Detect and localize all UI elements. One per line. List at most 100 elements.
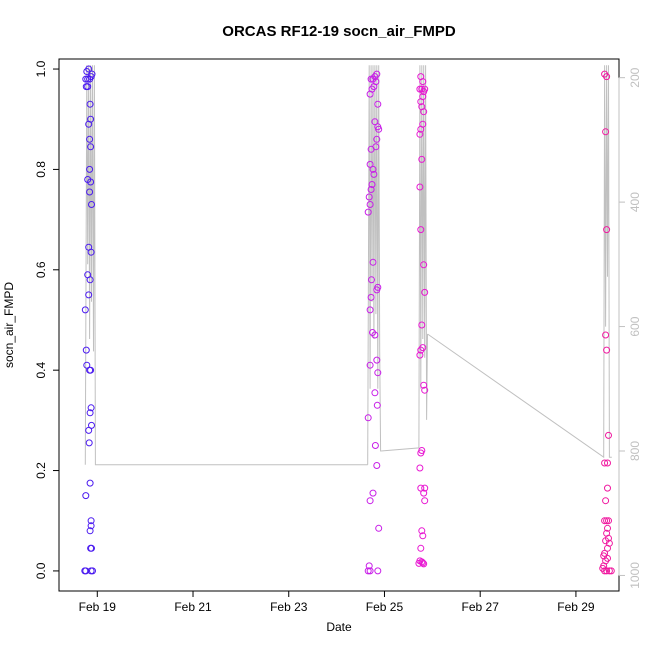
data-point-s1-10 xyxy=(373,401,381,409)
data-point-s0-44 xyxy=(85,65,93,73)
data-point-s1-2 xyxy=(374,567,382,575)
x-tick-label-2: Feb 23 xyxy=(270,600,308,614)
data-point-s2-10 xyxy=(417,484,425,492)
data-point-s0-14 xyxy=(86,409,94,417)
data-point-s3-27 xyxy=(602,128,610,136)
data-point-s3-15 xyxy=(604,524,611,532)
data-point-s0-27 xyxy=(86,188,94,196)
data-point-s2-17 xyxy=(416,351,424,359)
data-point-s1-23 xyxy=(364,208,372,216)
data-point-s2-3 xyxy=(419,559,427,567)
data-point-s2-35 xyxy=(418,85,426,93)
data-point-s3-22 xyxy=(604,459,611,467)
data-point-s2-26 xyxy=(416,130,424,138)
data-point-s1-35 xyxy=(374,123,382,131)
data-point-s3-3 xyxy=(605,567,613,575)
data-point-s2-8 xyxy=(421,497,429,505)
x-axis-label: Date xyxy=(326,620,352,634)
data-point-s1-16 xyxy=(371,331,379,339)
y-tick-label-4: 0.8 xyxy=(34,161,48,178)
data-point-s0-19 xyxy=(82,346,90,354)
data-point-s0-37 xyxy=(84,83,92,91)
data-point-s0-21 xyxy=(85,291,93,299)
data-point-s3-21 xyxy=(601,459,609,467)
data-point-s3-2 xyxy=(603,567,611,575)
data-point-s2-24 xyxy=(416,183,424,191)
data-point-s3-16 xyxy=(601,517,609,525)
pressure-line-layer xyxy=(84,65,612,466)
x-axis: Feb 19 Feb 21 Feb 23 Feb 25 Feb 27 Feb 29 xyxy=(79,590,595,614)
data-point-s2-34 xyxy=(421,85,429,93)
y-tick-label-3: 0.6 xyxy=(34,261,48,278)
y-axis-right: 200 400 600 800 1000 xyxy=(618,67,642,589)
data-point-s3-18 xyxy=(605,517,612,525)
data-point-s0-11 xyxy=(85,439,93,447)
y-axis-left: 0.0 0.2 0.4 0.6 0.8 1.0 xyxy=(34,60,60,579)
data-point-s2-15 xyxy=(421,386,429,394)
y2-tick-label-4: 1000 xyxy=(628,562,642,589)
data-point-s0-4 xyxy=(82,492,90,500)
data-point-s0-34 xyxy=(87,115,95,123)
data-point-s1-26 xyxy=(367,186,375,193)
data-point-s1-12 xyxy=(374,369,382,377)
data-point-s1-4 xyxy=(366,497,374,505)
data-point-s2-2 xyxy=(418,558,426,566)
data-point-s2-14 xyxy=(418,447,426,454)
y2-tick-label-1: 400 xyxy=(628,192,642,212)
data-point-s0-3 xyxy=(89,567,96,575)
data-point-s2-6 xyxy=(418,527,426,535)
data-point-s2-28 xyxy=(419,120,427,128)
data-point-s1-29 xyxy=(366,160,374,168)
data-point-s2-30 xyxy=(418,103,426,111)
data-point-s0-31 xyxy=(87,143,95,151)
data-point-s3-14 xyxy=(603,529,611,537)
data-point-s3-23 xyxy=(605,431,612,439)
x-tick-label-5: Feb 29 xyxy=(557,600,595,614)
x-tick-label-0: Feb 19 xyxy=(79,600,117,614)
data-point-s1-30 xyxy=(369,165,377,173)
data-point-s0-35 xyxy=(86,100,94,108)
data-point-s0-15 xyxy=(87,404,95,412)
data-point-s3-29 xyxy=(603,73,611,81)
data-point-s1-3 xyxy=(365,562,373,570)
pressure-line-segment-1 xyxy=(367,65,428,465)
data-point-s0-20 xyxy=(81,306,89,314)
data-point-s2-21 xyxy=(421,288,429,296)
data-point-s1-18 xyxy=(367,293,375,301)
data-point-s2-32 xyxy=(419,93,427,101)
data-point-s1-36 xyxy=(371,118,379,126)
data-point-s3-25 xyxy=(602,331,610,339)
data-point-s1-0 xyxy=(364,567,372,575)
data-point-s2-38 xyxy=(417,73,425,81)
pressure-line-segment-2 xyxy=(427,65,612,459)
pressure-line-segment-0 xyxy=(84,65,368,466)
data-point-s1-6 xyxy=(373,462,381,469)
data-point-s1-33 xyxy=(373,135,381,143)
data-point-s3-17 xyxy=(603,517,611,525)
data-point-s0-13 xyxy=(88,421,95,429)
y2-tick-label-3: 800 xyxy=(628,441,642,461)
data-point-s2-4 xyxy=(420,560,428,568)
plot-frame xyxy=(58,58,620,592)
data-point-s3-9 xyxy=(601,549,609,557)
data-point-s1-22 xyxy=(369,258,377,266)
y-tick-label-1: 0.2 xyxy=(34,462,48,479)
data-point-s2-16 xyxy=(420,381,428,389)
data-point-s0-25 xyxy=(85,243,93,251)
data-point-s0-29 xyxy=(84,176,92,183)
y-axis-label: socn_air_FMPD xyxy=(2,282,16,368)
data-point-s1-5 xyxy=(369,489,377,497)
data-point-s1-37 xyxy=(374,100,382,108)
data-point-s2-19 xyxy=(419,344,427,352)
scatter-points-layer xyxy=(81,65,615,575)
data-point-s2-11 xyxy=(421,484,429,492)
data-point-s1-1 xyxy=(366,567,374,575)
y2-tick-label-2: 600 xyxy=(628,316,642,336)
data-point-s1-8 xyxy=(375,524,383,532)
data-point-s2-7 xyxy=(419,532,427,540)
data-point-s1-17 xyxy=(366,306,374,314)
data-point-s0-6 xyxy=(87,517,95,525)
data-point-s1-13 xyxy=(366,361,374,369)
data-point-s0-5 xyxy=(86,479,94,487)
